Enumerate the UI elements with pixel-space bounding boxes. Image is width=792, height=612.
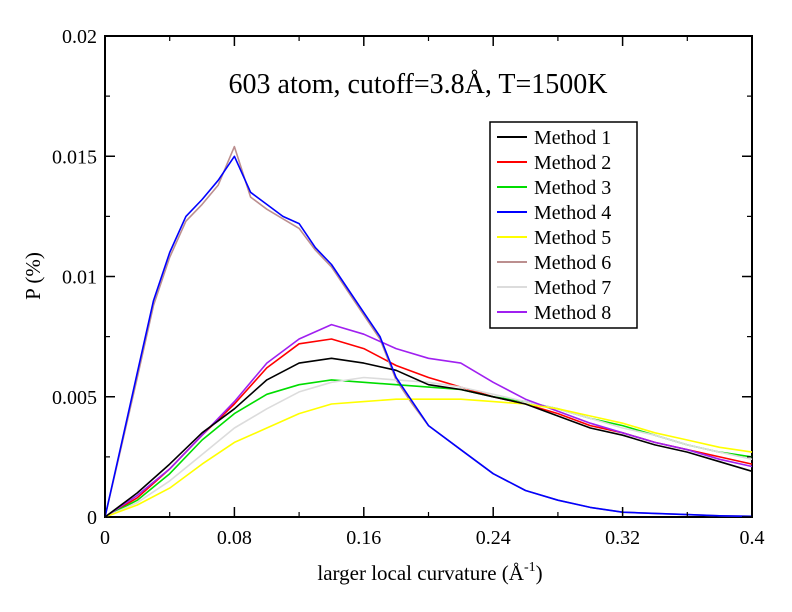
y-tick-label: 0.02 — [62, 26, 97, 48]
legend-label: Method 2 — [534, 152, 611, 174]
legend-label: Method 4 — [534, 202, 611, 224]
legend-label: Method 6 — [534, 252, 611, 274]
x-axis-title-main: larger local curvature (Å — [317, 561, 524, 585]
x-tick-label: 0.16 — [346, 527, 381, 549]
x-axis-title-exponent: -1 — [524, 560, 536, 575]
x-axis-title: larger local curvature (Å-1) — [317, 560, 542, 585]
series-layer — [104, 145, 753, 518]
y-tick-label: 0.005 — [52, 387, 97, 409]
y-axis-title: P (%) — [21, 252, 45, 300]
legend: Method 1 Method 2 Method 3 Method 4 Method 5… — [489, 121, 638, 329]
legend-label: Method 3 — [534, 177, 611, 199]
legend-box — [489, 121, 638, 329]
legend-label: Method 7 — [534, 277, 611, 299]
x-tick-label: 0 — [100, 527, 110, 549]
series-line-method-1 — [104, 357, 753, 518]
x-tick-label: 0.4 — [740, 527, 765, 549]
legend-label: Method 5 — [534, 227, 611, 249]
legend-label: Method 8 — [534, 302, 611, 324]
x-tick-label: 0.32 — [605, 527, 640, 549]
series-line-method-5 — [104, 398, 753, 518]
x-tick-label: 0.08 — [217, 527, 252, 549]
series-line-method-7 — [104, 376, 753, 518]
y-tick-label: 0 — [87, 507, 97, 529]
legend-label: Method 1 — [534, 127, 611, 149]
x-axis-title-close: ) — [536, 561, 543, 585]
chart-title: 603 atom, cutoff=3.8Å, T=1500K — [229, 69, 608, 100]
y-tick-label: 0.015 — [52, 146, 97, 168]
tick-layer: 0 0.08 0.16 0.24 0.32 0.4 0 0.005 0.01 0.015 0.02 — [52, 26, 765, 549]
x-tick-label: 0.24 — [476, 527, 511, 549]
series-line-method-4 — [104, 155, 753, 518]
y-tick-label: 0.01 — [62, 267, 97, 289]
